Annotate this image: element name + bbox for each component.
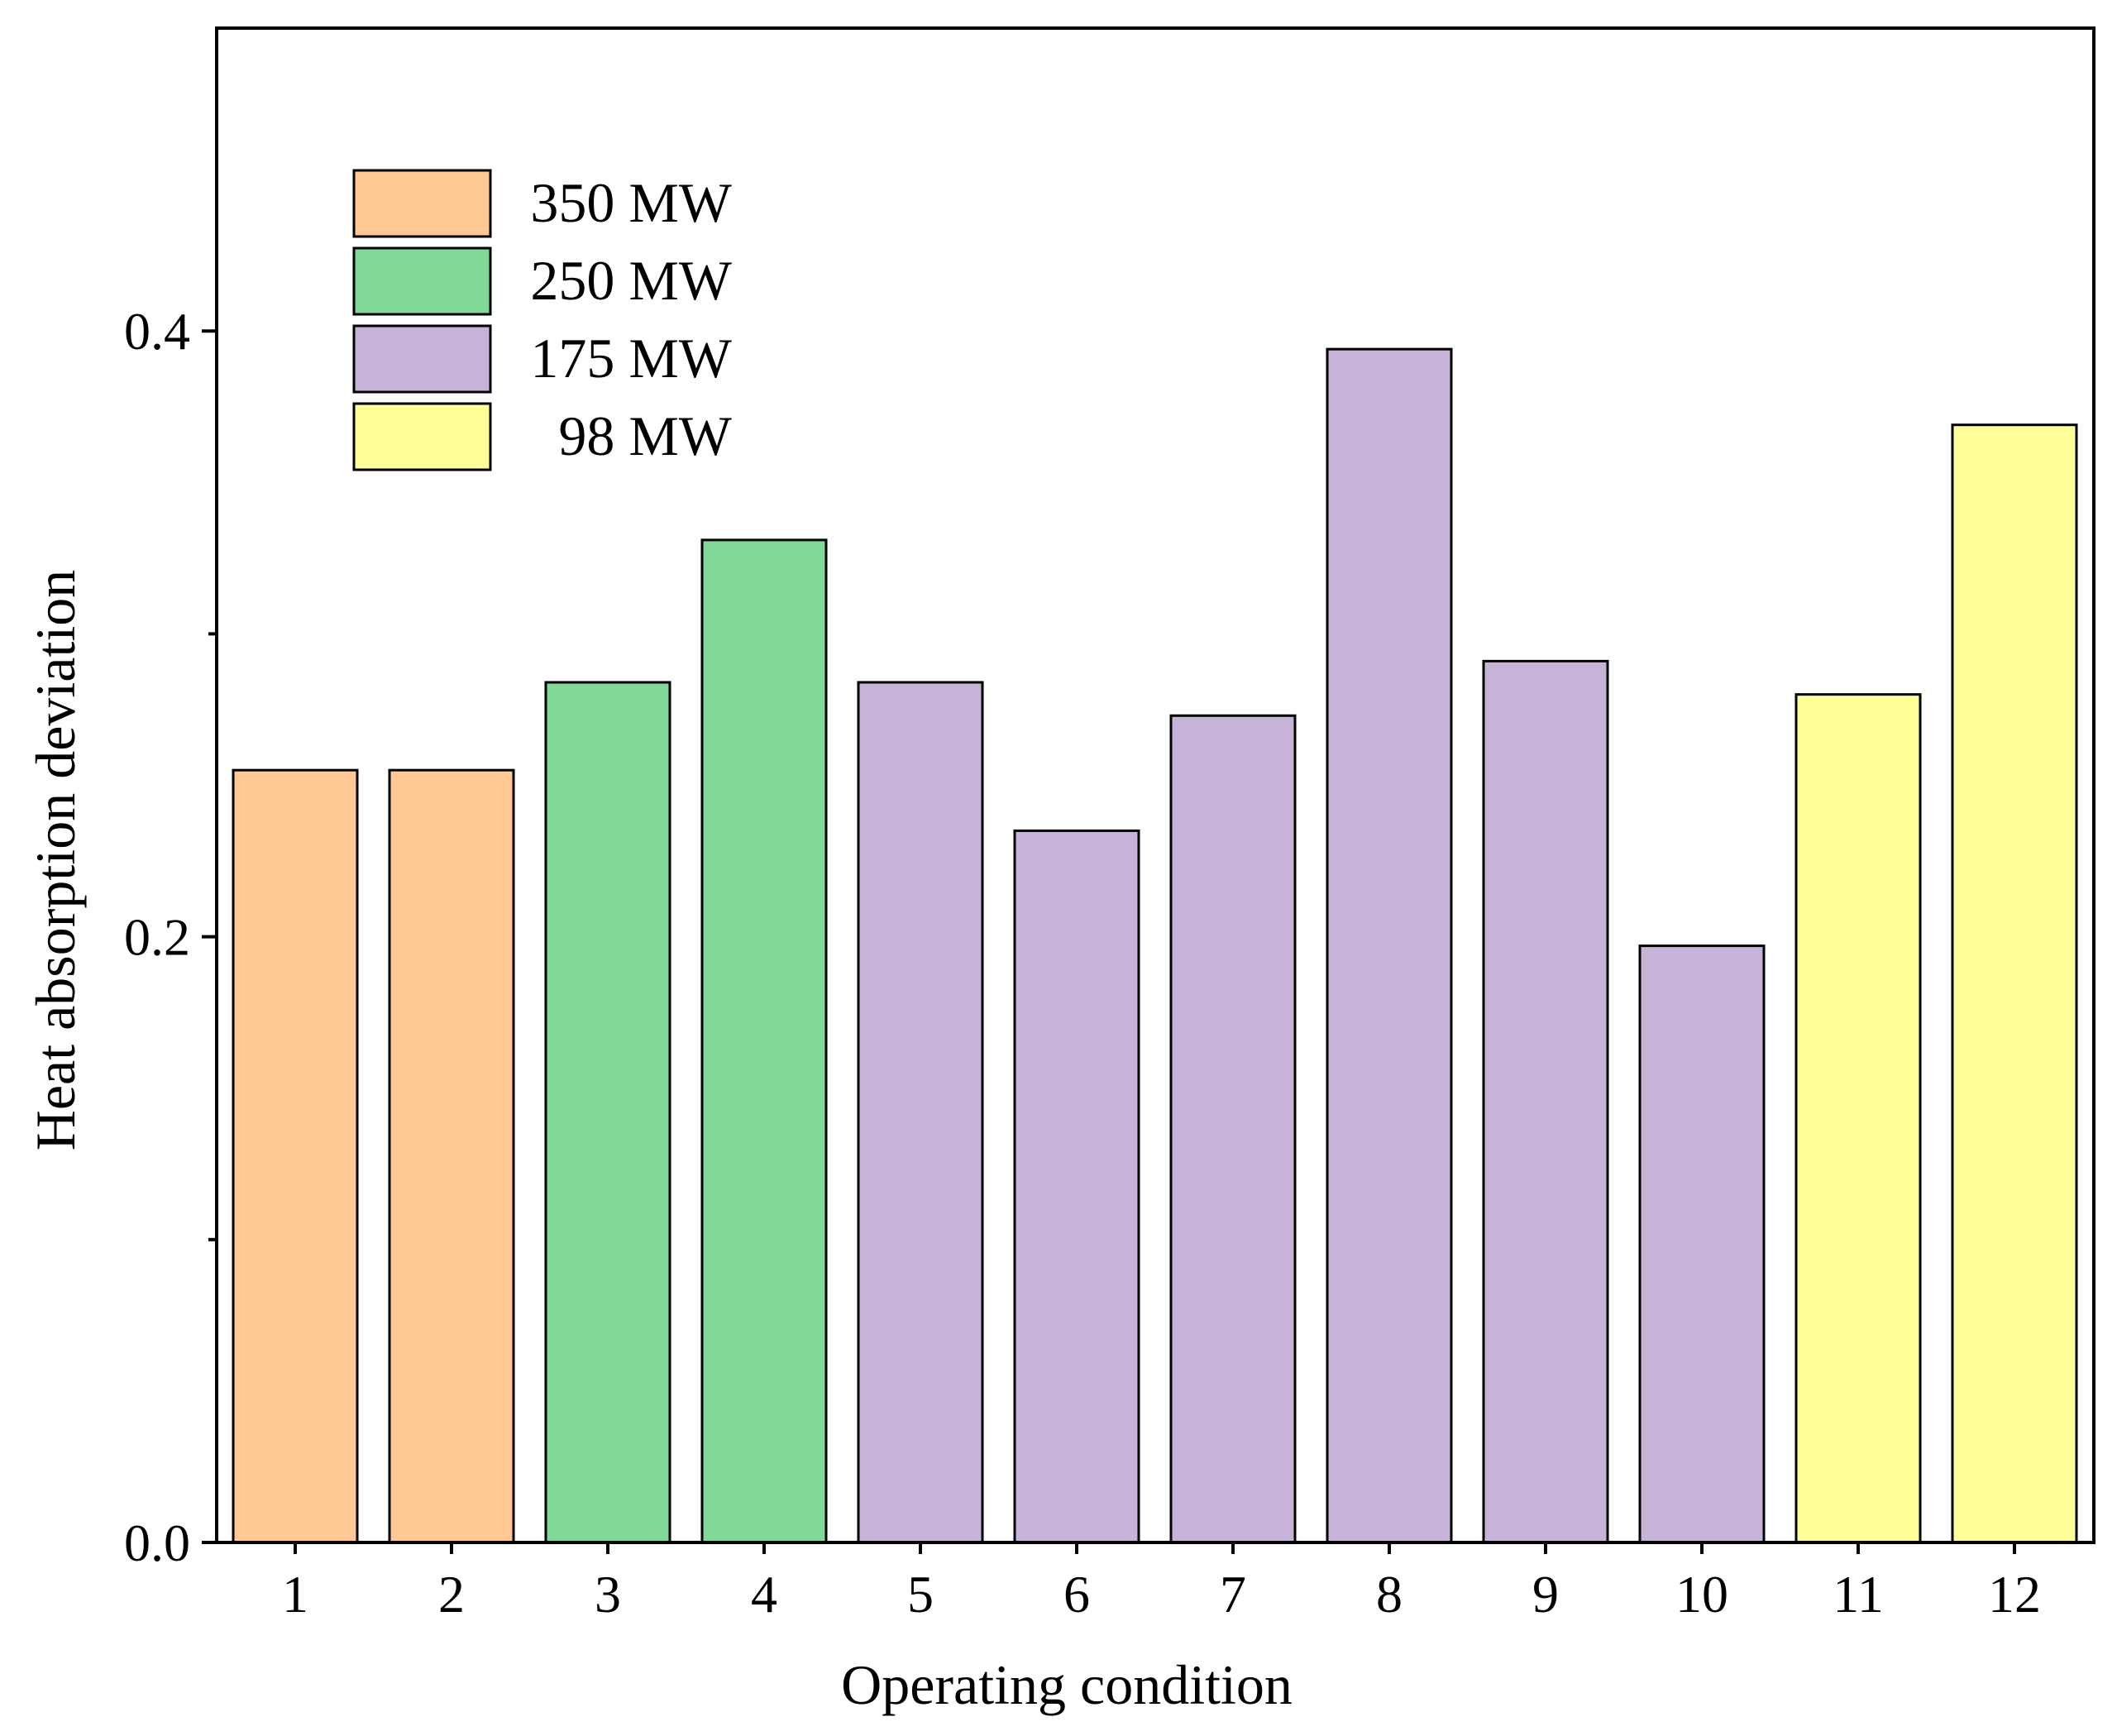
x-axis: 1 2 3 4 5 6 7 8 9 10 11 12 — [282, 1542, 2041, 1624]
legend: 350 MW 250 MW 175 MW 98 MW — [352, 169, 733, 471]
bar-7 — [1169, 714, 1297, 1544]
x-tick-label: 6 — [1063, 1565, 1090, 1624]
legend-label: 175 MW — [530, 327, 732, 390]
bar-8 — [1326, 347, 1453, 1544]
x-tick-label: 9 — [1532, 1565, 1559, 1624]
bar-3 — [544, 681, 671, 1544]
legend-swatch — [352, 324, 492, 394]
x-tick-label: 4 — [751, 1565, 777, 1624]
y-axis-title: Heat absorption deviation — [24, 570, 87, 1150]
x-tick-label: 11 — [1833, 1565, 1884, 1624]
legend-label: 350 MW — [530, 171, 732, 234]
x-tick-label: 8 — [1376, 1565, 1403, 1624]
y-tick-label: 0.2 — [124, 908, 190, 967]
x-tick-label: 12 — [1988, 1565, 2041, 1624]
x-tick-label: 3 — [595, 1565, 621, 1624]
bar-11 — [1794, 693, 1922, 1544]
x-axis-title: Operating condition — [841, 1653, 1293, 1716]
bar-5 — [857, 681, 984, 1544]
x-tick-label: 5 — [907, 1565, 934, 1624]
bar-6 — [1013, 829, 1140, 1544]
y-tick-label: 0.4 — [124, 302, 190, 361]
legend-swatch — [352, 169, 492, 238]
y-axis: 0.0 0.2 0.4 — [124, 302, 217, 1572]
legend-label: 98 MW — [558, 404, 732, 467]
x-tick-label: 1 — [282, 1565, 308, 1624]
y-tick-label: 0.0 — [124, 1514, 190, 1572]
legend-swatch — [352, 402, 492, 471]
bars-group — [232, 347, 2078, 1544]
bar-4 — [700, 538, 828, 1544]
plot-frame — [215, 26, 2095, 1544]
legend-label: 250 MW — [530, 249, 732, 312]
bar-9 — [1482, 659, 1609, 1544]
x-tick-label: 7 — [1220, 1565, 1246, 1624]
bar-2 — [388, 768, 515, 1544]
x-tick-label: 10 — [1675, 1565, 1728, 1624]
legend-swatch — [352, 246, 492, 316]
bar-10 — [1638, 945, 1766, 1544]
x-tick-label: 2 — [438, 1565, 465, 1624]
bar-12 — [1951, 423, 2078, 1544]
bar-1 — [232, 768, 359, 1544]
